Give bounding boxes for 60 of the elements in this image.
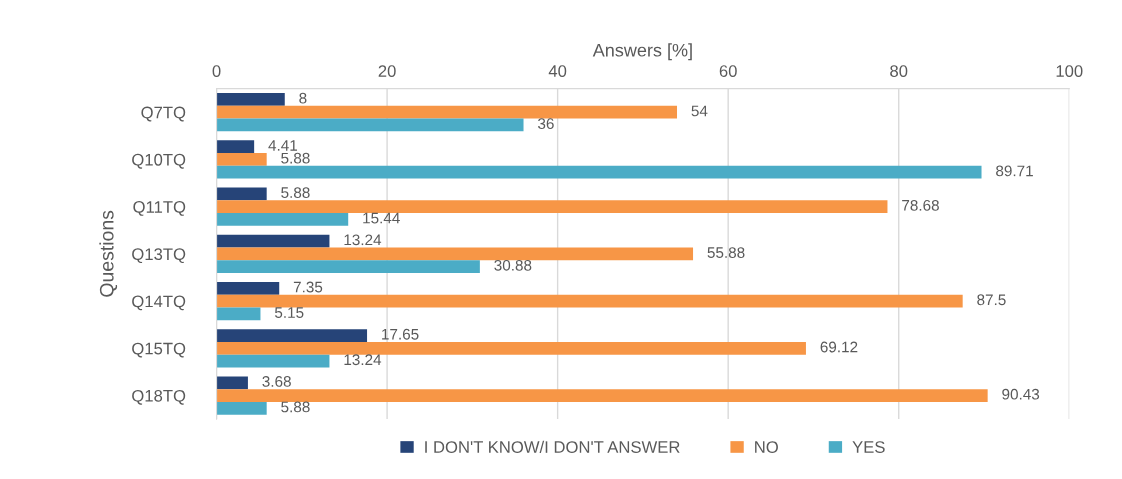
x-tick-label: 20 bbox=[378, 65, 396, 77]
data-label: 8 bbox=[299, 92, 307, 104]
y-tick-label: Q11TQ bbox=[133, 201, 186, 216]
x-tick-label: 80 bbox=[890, 65, 908, 77]
y-tick-label: Q14TQ bbox=[132, 295, 186, 311]
data-label: 13.24 bbox=[344, 354, 382, 366]
legend-label: I DON'T KNOW/I DON'T ANSWER bbox=[425, 440, 680, 453]
data-label: 90.43 bbox=[1002, 388, 1040, 400]
legend-label: YES bbox=[852, 441, 885, 453]
data-label: 7.35 bbox=[293, 281, 323, 293]
bar bbox=[216, 260, 480, 273]
data-label: 78.68 bbox=[902, 199, 939, 211]
bar bbox=[216, 376, 248, 390]
x-tick-label: 0 bbox=[212, 65, 221, 77]
data-label: 13.24 bbox=[344, 234, 382, 246]
y-tick-label: Q13TQ bbox=[132, 248, 186, 264]
bar bbox=[216, 187, 267, 201]
data-label: 89.71 bbox=[996, 165, 1033, 177]
data-label: 36 bbox=[538, 118, 554, 130]
data-label: 5.88 bbox=[281, 401, 310, 413]
y-tick-label: Q7TQ bbox=[141, 106, 186, 122]
bar bbox=[216, 200, 888, 214]
bar bbox=[216, 165, 982, 179]
x-tick-label: 100 bbox=[1056, 65, 1083, 77]
data-label: 87.5 bbox=[977, 294, 1006, 306]
bar bbox=[216, 153, 267, 166]
data-label: 54 bbox=[691, 105, 708, 117]
x-tick-label: 40 bbox=[548, 65, 567, 77]
bar bbox=[216, 234, 330, 248]
bar bbox=[216, 354, 330, 368]
data-label: 4.41 bbox=[268, 140, 298, 151]
y-tick-label: Q15TQ bbox=[132, 342, 186, 358]
bar bbox=[216, 389, 988, 402]
x-tick-label: 60 bbox=[719, 65, 737, 77]
data-label: 5.88 bbox=[281, 152, 310, 164]
bar bbox=[216, 247, 694, 261]
data-label: 3.68 bbox=[262, 376, 291, 387]
bar bbox=[216, 140, 255, 154]
bar bbox=[216, 93, 285, 106]
legend-label: NO bbox=[755, 441, 778, 453]
bar bbox=[216, 329, 368, 342]
data-label: 17.65 bbox=[382, 328, 419, 340]
data-label: 55.88 bbox=[707, 247, 745, 258]
x-axis-title: Answers [%] bbox=[592, 43, 692, 61]
bar bbox=[216, 213, 349, 226]
data-label: 5.15 bbox=[274, 307, 304, 318]
bar bbox=[216, 307, 261, 321]
y-tick-label: Q10TQ bbox=[132, 153, 186, 169]
data-label: 15.44 bbox=[363, 212, 400, 224]
data-label: 30.88 bbox=[494, 259, 532, 271]
bar bbox=[216, 341, 806, 355]
bar bbox=[216, 281, 280, 295]
bar bbox=[216, 294, 963, 308]
data-label: 69.12 bbox=[820, 341, 858, 353]
y-axis-title: Questions bbox=[99, 210, 118, 297]
bar bbox=[216, 105, 678, 119]
data-label: 5.88 bbox=[281, 187, 310, 199]
y-tick-label: Q18TQ bbox=[132, 389, 186, 405]
bar bbox=[216, 118, 524, 132]
bar bbox=[216, 401, 267, 415]
